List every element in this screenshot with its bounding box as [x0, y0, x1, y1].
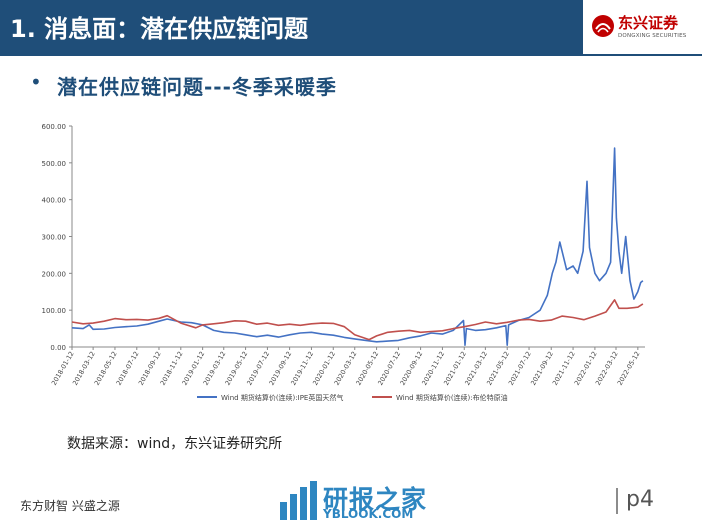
legend-label: Wind 期货结算价(连续):布伦特原油 — [396, 393, 508, 402]
y-tick-label: 400.00 — [42, 197, 67, 205]
brand-name: 东兴证券 — [618, 14, 679, 32]
y-tick-label: 300.00 — [42, 234, 67, 242]
watermark-title: 研报之家 — [323, 485, 428, 514]
page-number: p4 — [626, 487, 654, 512]
brand-mark-icon — [592, 15, 614, 37]
y-tick-label: 600.00 — [42, 123, 67, 131]
y-tick-label: 0.00 — [50, 344, 66, 352]
bullet-heading: 潜在供应链问题---冬季采暖季 — [57, 75, 337, 99]
slide-title: 1. 消息面：潜在供应链问题 — [10, 15, 309, 43]
y-tick-label: 100.00 — [42, 307, 67, 315]
watermark-bars-icon — [280, 481, 317, 520]
brand-logo: 东兴证券 DONGXING SECURITIES — [583, 0, 702, 54]
header-bar: 1. 消息面：潜在供应链问题 — [0, 0, 583, 54]
price-line-chart: 0.00 100.00 200.00 300.00 400.00 500.00 600.00… — [42, 123, 645, 402]
footer-slogan: 东方财智 兴盛之源 — [20, 499, 120, 513]
legend-label: Wind 期货结算价(连续):IPE英国天然气 — [221, 393, 343, 402]
watermark-url: YBLOOK.COM — [323, 507, 414, 521]
brand-subtitle: DONGXING SECURITIES — [618, 33, 687, 39]
y-tick-label: 200.00 — [42, 270, 67, 278]
footer-divider — [616, 488, 618, 514]
series-line-brent-crude — [71, 299, 644, 341]
series-line-ipe-natural-gas — [71, 147, 644, 346]
x-tick-label: 2022-05-12 — [616, 350, 642, 387]
data-source-note: 数据来源：wind，东兴证券研究所 — [67, 436, 283, 452]
y-tick-label: 500.00 — [42, 160, 67, 168]
header-divider — [0, 54, 702, 56]
bullet-icon: • — [30, 70, 42, 94]
